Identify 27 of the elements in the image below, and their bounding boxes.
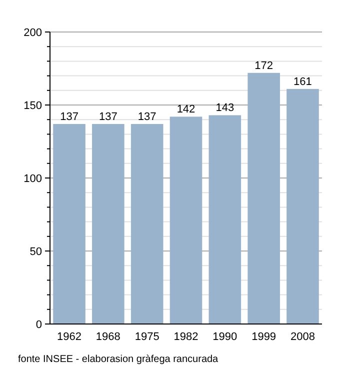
- x-tick-label: 1975: [134, 331, 160, 343]
- x-tick-label: 1999: [252, 331, 276, 343]
- bar: [208, 115, 242, 324]
- source-note: fonte INSEE - elaborasion gràfega rancurada: [18, 354, 219, 365]
- data-label: 142: [176, 104, 196, 116]
- bar: [92, 124, 124, 324]
- data-label: 137: [138, 110, 156, 123]
- y-tick-label: 0: [36, 319, 42, 331]
- bar: [170, 116, 202, 324]
- data-label: 137: [60, 110, 78, 123]
- x-tick-label: 1982: [174, 331, 198, 343]
- x-tick-label: 1962: [57, 331, 82, 343]
- x-tick-label: 1990: [212, 331, 238, 343]
- y-tick-label: 150: [24, 100, 42, 112]
- y-tick-label: 200: [24, 27, 42, 39]
- bar: [248, 72, 280, 324]
- data-label: 137: [98, 110, 118, 123]
- data-label: 161: [294, 76, 312, 88]
- data-label: 143: [216, 102, 234, 114]
- x-tick-label: 1968: [96, 331, 120, 343]
- bar: [53, 124, 86, 324]
- y-tick-label: 100: [24, 173, 42, 185]
- data-label: 172: [254, 60, 274, 72]
- bar: [130, 124, 164, 324]
- y-tick-label: 50: [30, 246, 42, 258]
- bar: [286, 88, 319, 324]
- x-tick-label: 2008: [290, 331, 315, 343]
